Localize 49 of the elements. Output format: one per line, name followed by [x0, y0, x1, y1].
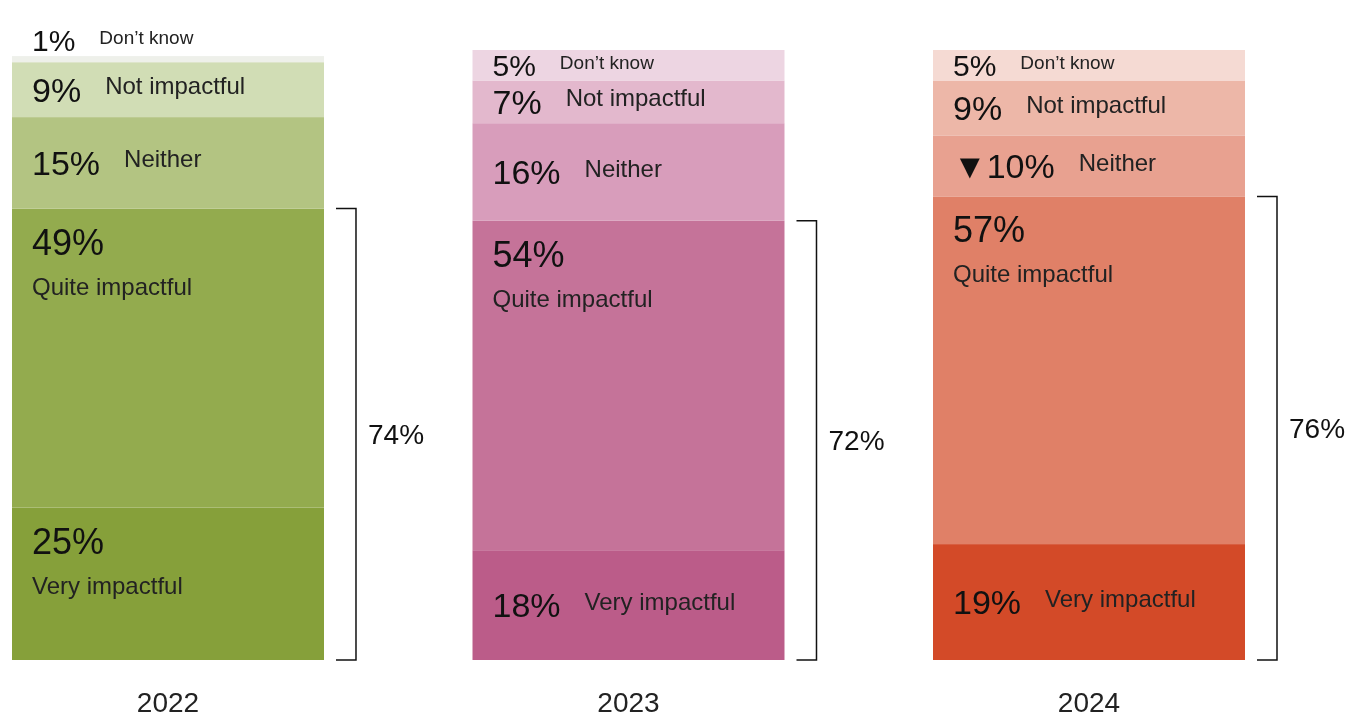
bar	[933, 544, 1245, 660]
text: Very impactful	[1045, 584, 1196, 612]
bar	[472, 123, 785, 221]
data-label: 1%	[32, 23, 76, 57]
annotation: 74%	[367, 419, 425, 451]
x-tick-label: 2024	[1057, 687, 1121, 718]
series-label: Very impactful	[32, 571, 183, 599]
bar	[12, 208, 324, 508]
data-label: 54%	[492, 233, 565, 275]
bar	[12, 62, 324, 118]
bar	[933, 135, 1245, 197]
data-label: 7%	[492, 83, 542, 122]
bar	[933, 196, 1245, 545]
data-label: 9%	[32, 70, 82, 109]
data-label: 25%	[32, 520, 105, 562]
annotation: 76%	[1289, 413, 1346, 445]
annotation: 72%	[828, 425, 885, 457]
series-label: Neither	[1078, 148, 1157, 176]
data-label: 19%	[953, 583, 1022, 622]
text: Not impactful	[1026, 90, 1167, 118]
bar	[472, 50, 785, 81]
data-label: 9%	[953, 89, 1003, 128]
x-tick-label: 2023	[597, 687, 660, 718]
x-tick-label: 2022	[136, 687, 200, 718]
series-label: Quite impactful	[32, 272, 193, 300]
text: Neither	[584, 154, 662, 182]
data-label: 15%	[32, 144, 101, 183]
text: Very impactful	[584, 587, 736, 615]
series-label: Don’t know	[559, 52, 655, 74]
bar	[12, 117, 324, 209]
data-label: 16%	[492, 153, 561, 192]
data-label: 5%	[492, 49, 536, 83]
bar	[472, 550, 785, 660]
data-label: 57%	[953, 209, 1026, 251]
data-label: 5%	[953, 49, 997, 83]
bar	[472, 220, 785, 551]
text: Quite impactful	[492, 284, 653, 312]
series-label: Not impactful	[565, 84, 706, 112]
bar	[933, 50, 1245, 81]
text: Quite impactful	[953, 260, 1114, 288]
text: Don’t know	[99, 26, 194, 48]
data-label: 49%	[32, 221, 105, 263]
text: Neither	[124, 145, 202, 173]
data-label: 18%	[492, 586, 561, 625]
data-label: ▼10%	[953, 147, 1055, 186]
text: Not impactful	[105, 72, 246, 100]
bar	[12, 507, 324, 660]
bar	[12, 56, 324, 63]
text: Don’t know	[1020, 52, 1115, 74]
